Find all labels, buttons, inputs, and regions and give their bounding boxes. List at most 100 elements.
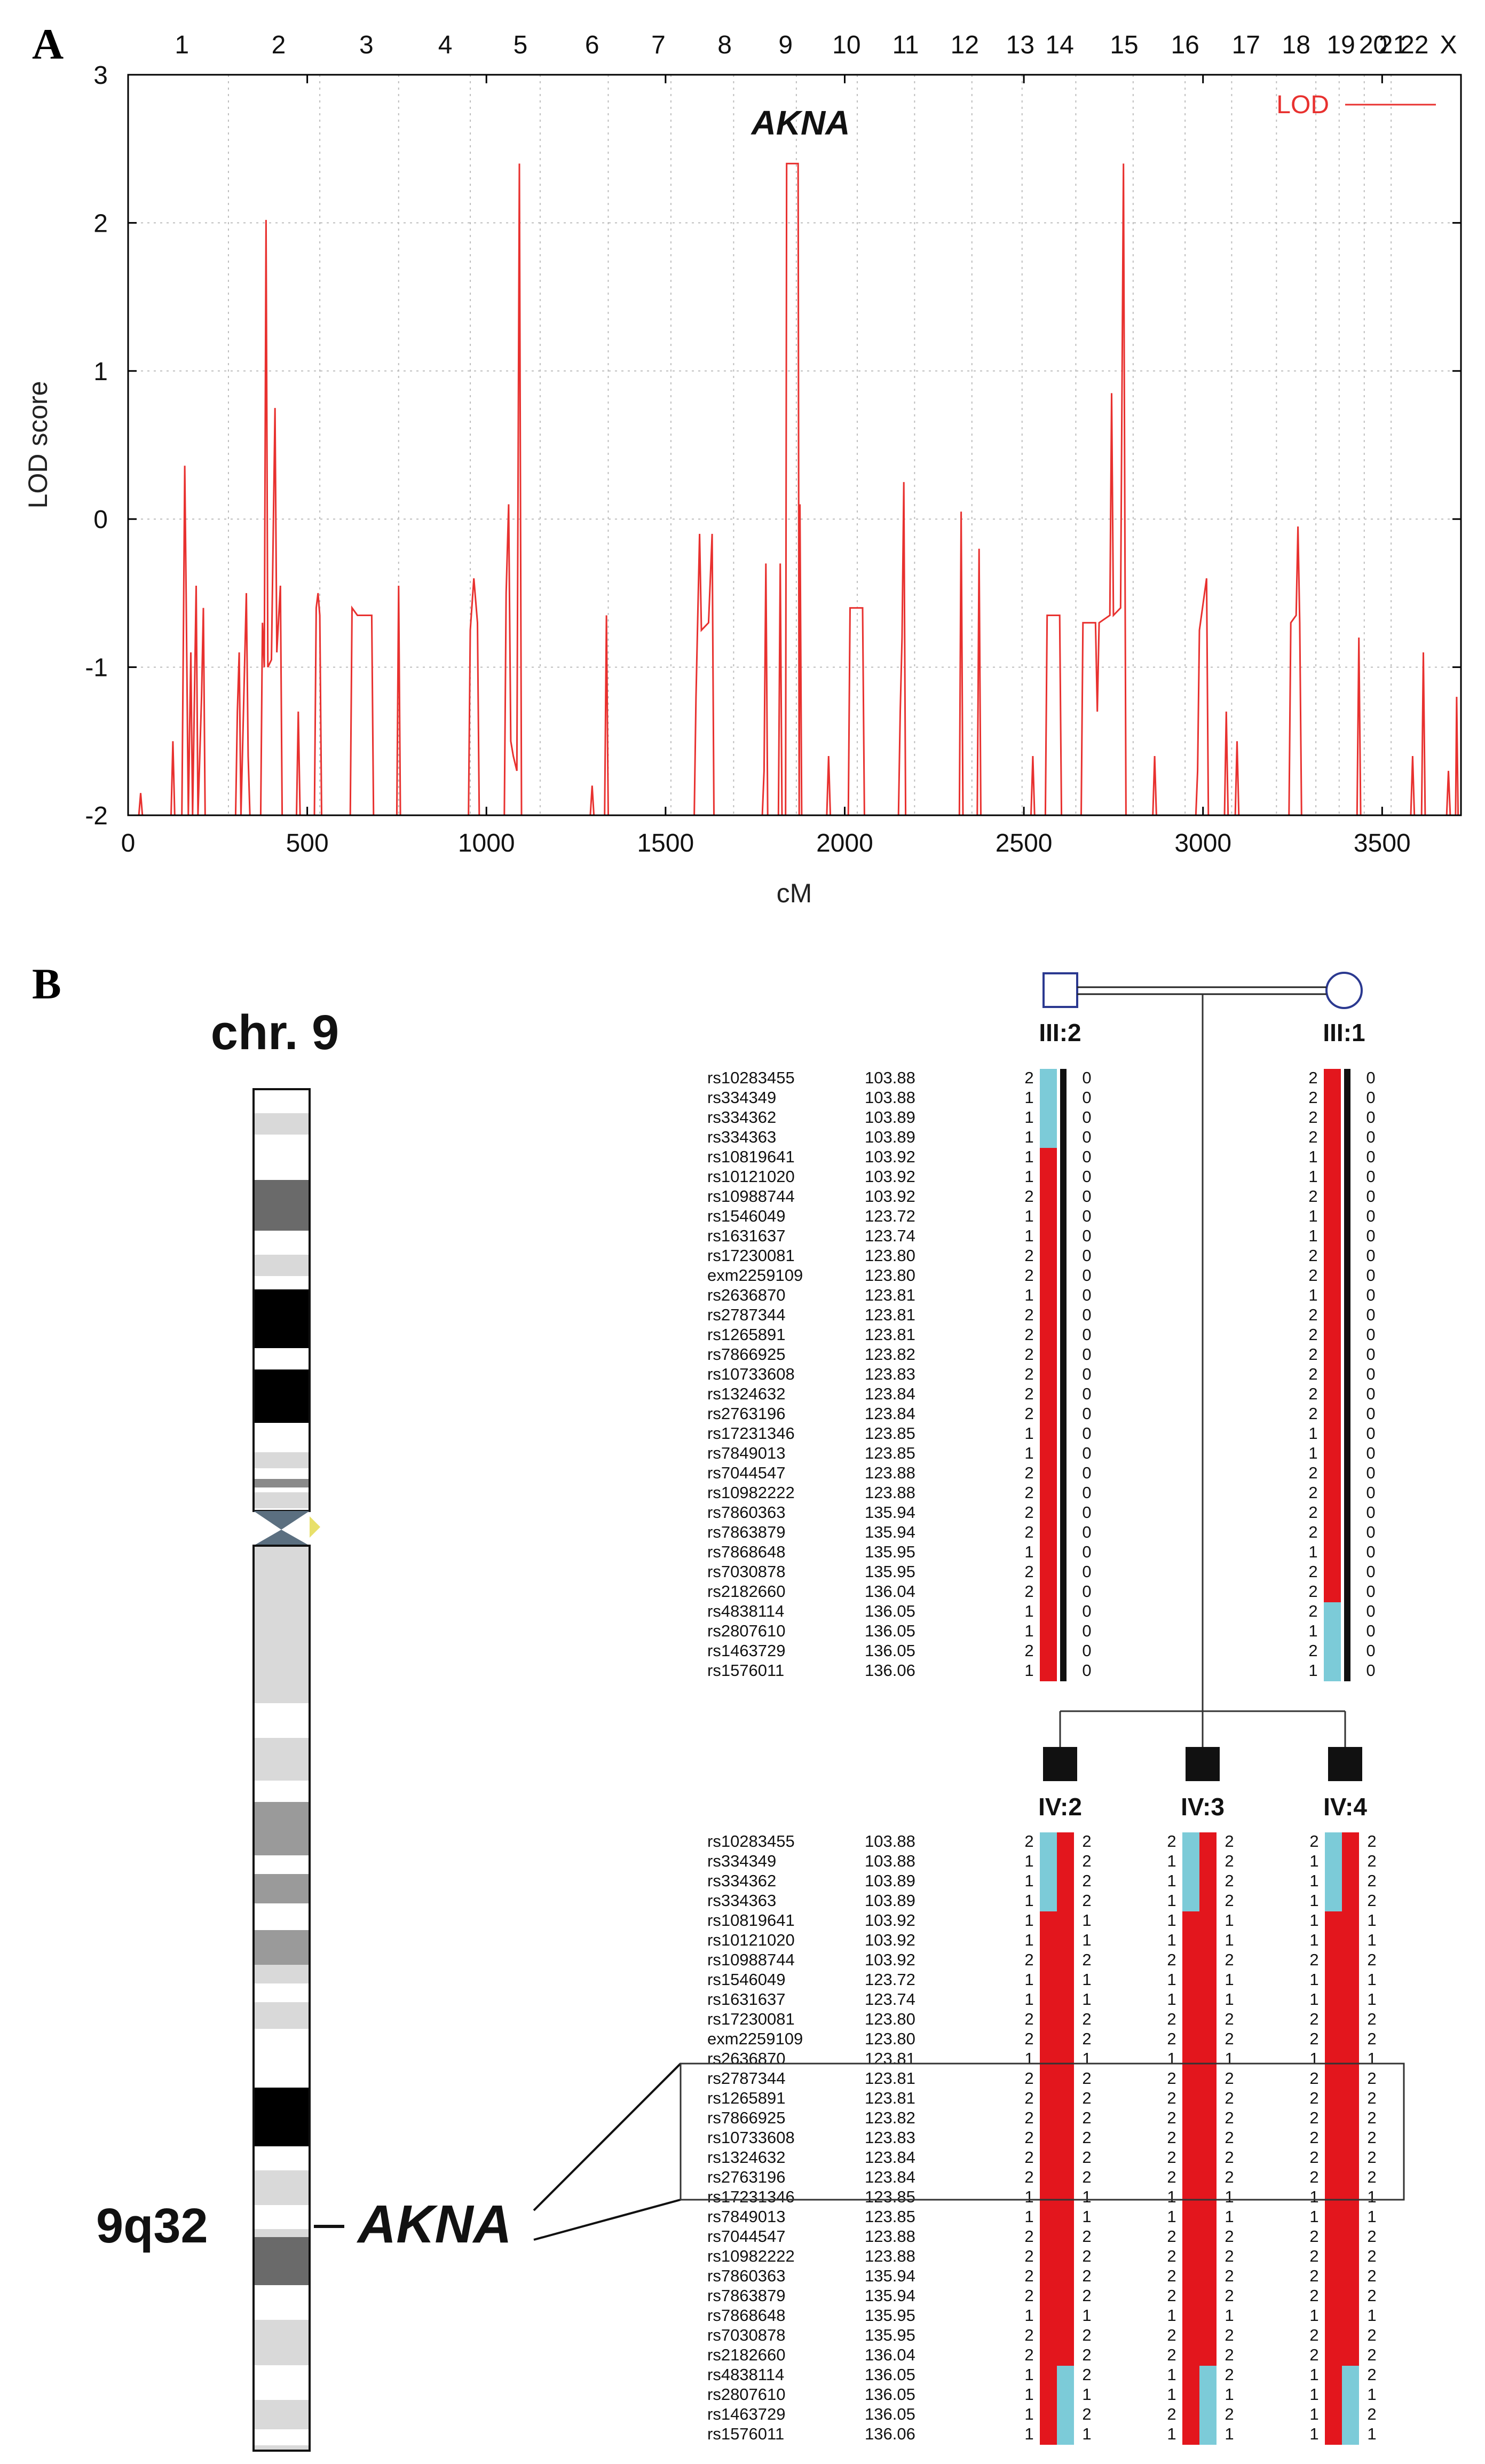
marker-id: rs10733608 <box>707 1365 795 1383</box>
allele-value: 2 <box>1167 2286 1176 2305</box>
marker-id: rs1324632 <box>707 1384 786 1403</box>
marker-position: 123.72 <box>865 1970 915 1989</box>
allele-value: 2 <box>1308 1404 1317 1423</box>
marker-id: rs2807610 <box>707 2385 786 2404</box>
parent-female-symbol <box>1325 972 1363 1009</box>
allele-value: 2 <box>1308 1088 1317 1107</box>
allele-value: 2 <box>1225 2148 1234 2167</box>
allele-value: 2 <box>1309 2069 1318 2088</box>
marker-id: rs7868648 <box>707 2306 786 2325</box>
band <box>255 1930 309 1965</box>
allele-value: 2 <box>1167 2029 1176 2048</box>
allele-value: 2 <box>1367 2108 1376 2127</box>
allele-value: 0 <box>1366 1187 1375 1206</box>
allele-value: 2 <box>1367 2247 1376 2265</box>
plot-frame <box>127 74 1462 816</box>
allele-value: 2 <box>1367 2148 1376 2167</box>
allele-value: 0 <box>1082 1602 1091 1620</box>
allele-value: 1 <box>1367 2424 1376 2443</box>
chromosome-label: 17 <box>1232 31 1260 59</box>
allele-value: 2 <box>1309 2128 1318 2147</box>
allele-value: 1 <box>1082 1931 1091 1949</box>
chromosome-label: 16 <box>1171 31 1199 59</box>
band <box>255 1874 309 1903</box>
allele-value: 0 <box>1082 1582 1091 1601</box>
chart-title: AKNA <box>751 104 850 142</box>
allele-value: 1 <box>1167 2187 1176 2206</box>
allele-value: 1 <box>1309 1852 1318 1870</box>
allele-value: 1 <box>1167 2385 1176 2404</box>
allele-value: 2 <box>1024 1266 1033 1285</box>
marker-id: rs7030878 <box>707 1562 786 1581</box>
allele-value: 2 <box>1308 1187 1317 1206</box>
marker-id: exm2259109 <box>707 1266 803 1285</box>
marker-id: rs334363 <box>707 1891 776 1910</box>
marker-position: 123.84 <box>865 1404 915 1423</box>
allele-value: 2 <box>1024 1641 1033 1660</box>
chromosome-label: 5 <box>514 31 528 59</box>
marker-position: 135.95 <box>865 1542 915 1561</box>
allele-value: 0 <box>1082 1286 1091 1304</box>
allele-value: 1 <box>1082 2049 1091 2068</box>
band <box>255 1113 309 1135</box>
marker-position: 123.85 <box>865 1424 915 1443</box>
allele-value: 0 <box>1082 1305 1091 1324</box>
allele-value: 2 <box>1225 2345 1234 2364</box>
allele-value: 2 <box>1367 2029 1376 2048</box>
panel-b-label: B <box>32 959 61 1008</box>
child-label: IV:3 <box>1181 1793 1225 1821</box>
allele-value: 2 <box>1225 2029 1234 2048</box>
x-tick-label: 1000 <box>458 829 515 857</box>
allele-value: 0 <box>1366 1602 1375 1620</box>
chromosome-label: 7 <box>651 31 666 59</box>
marker-id: rs7860363 <box>707 1503 786 1522</box>
allele-value: 0 <box>1366 1345 1375 1364</box>
allele-value: 1 <box>1309 2207 1318 2226</box>
allele-value: 1 <box>1309 1871 1318 1890</box>
band <box>255 2088 309 2146</box>
allele-value: 2 <box>1082 1871 1091 1890</box>
allele-value: 2 <box>1367 2286 1376 2305</box>
x-tick-label: 3500 <box>1354 829 1411 857</box>
allele-value: 2 <box>1309 1832 1318 1851</box>
allele-value: 2 <box>1225 2108 1234 2127</box>
allele-value: 1 <box>1309 1931 1318 1949</box>
marker-position: 123.83 <box>865 2128 915 2147</box>
marker-id: rs334349 <box>707 1852 776 1870</box>
allele-value: 1 <box>1309 2424 1318 2443</box>
marker-position: 135.94 <box>865 2266 915 2285</box>
band <box>255 1255 309 1276</box>
allele-value: 0 <box>1366 1483 1375 1502</box>
marker-id: rs7868648 <box>707 1542 786 1561</box>
allele-value: 2 <box>1024 2227 1033 2246</box>
allele-value: 0 <box>1366 1207 1375 1225</box>
marker-id: rs17230081 <box>707 2010 795 2028</box>
allele-value: 1 <box>1024 2187 1033 2206</box>
marker-position: 103.92 <box>865 1950 915 1969</box>
allele-value: 0 <box>1082 1068 1091 1087</box>
allele-value: 2 <box>1309 2010 1318 2028</box>
allele-value: 1 <box>1082 1911 1091 1930</box>
allele-value: 2 <box>1309 2247 1318 2265</box>
allele-value: 1 <box>1024 1424 1033 1443</box>
allele-value: 1 <box>1024 1128 1033 1146</box>
allele-value: 2 <box>1308 1305 1317 1324</box>
allele-value: 2 <box>1167 2089 1176 2107</box>
allele-value: 2 <box>1024 1562 1033 1581</box>
allele-value: 2 <box>1082 2089 1091 2107</box>
allele-value: 0 <box>1082 1365 1091 1383</box>
chromosome-boundaries <box>227 75 1392 815</box>
band <box>255 1492 309 1508</box>
marker-position: 123.84 <box>865 2148 915 2167</box>
allele-value: 1 <box>1309 1970 1318 1989</box>
allele-value: 1 <box>1024 1602 1033 1620</box>
chromosome-label: 13 <box>1006 31 1034 59</box>
allele-value: 2 <box>1082 2365 1091 2384</box>
allele-value: 0 <box>1366 1325 1375 1344</box>
centromere-upper <box>254 1511 310 1530</box>
haplotype-segment <box>1325 1911 1342 2445</box>
marker-id: rs1265891 <box>707 2089 786 2107</box>
allele-value: 2 <box>1024 1523 1033 1541</box>
allele-value: 1 <box>1024 1852 1033 1870</box>
allele-value: 2 <box>1225 1871 1234 1890</box>
